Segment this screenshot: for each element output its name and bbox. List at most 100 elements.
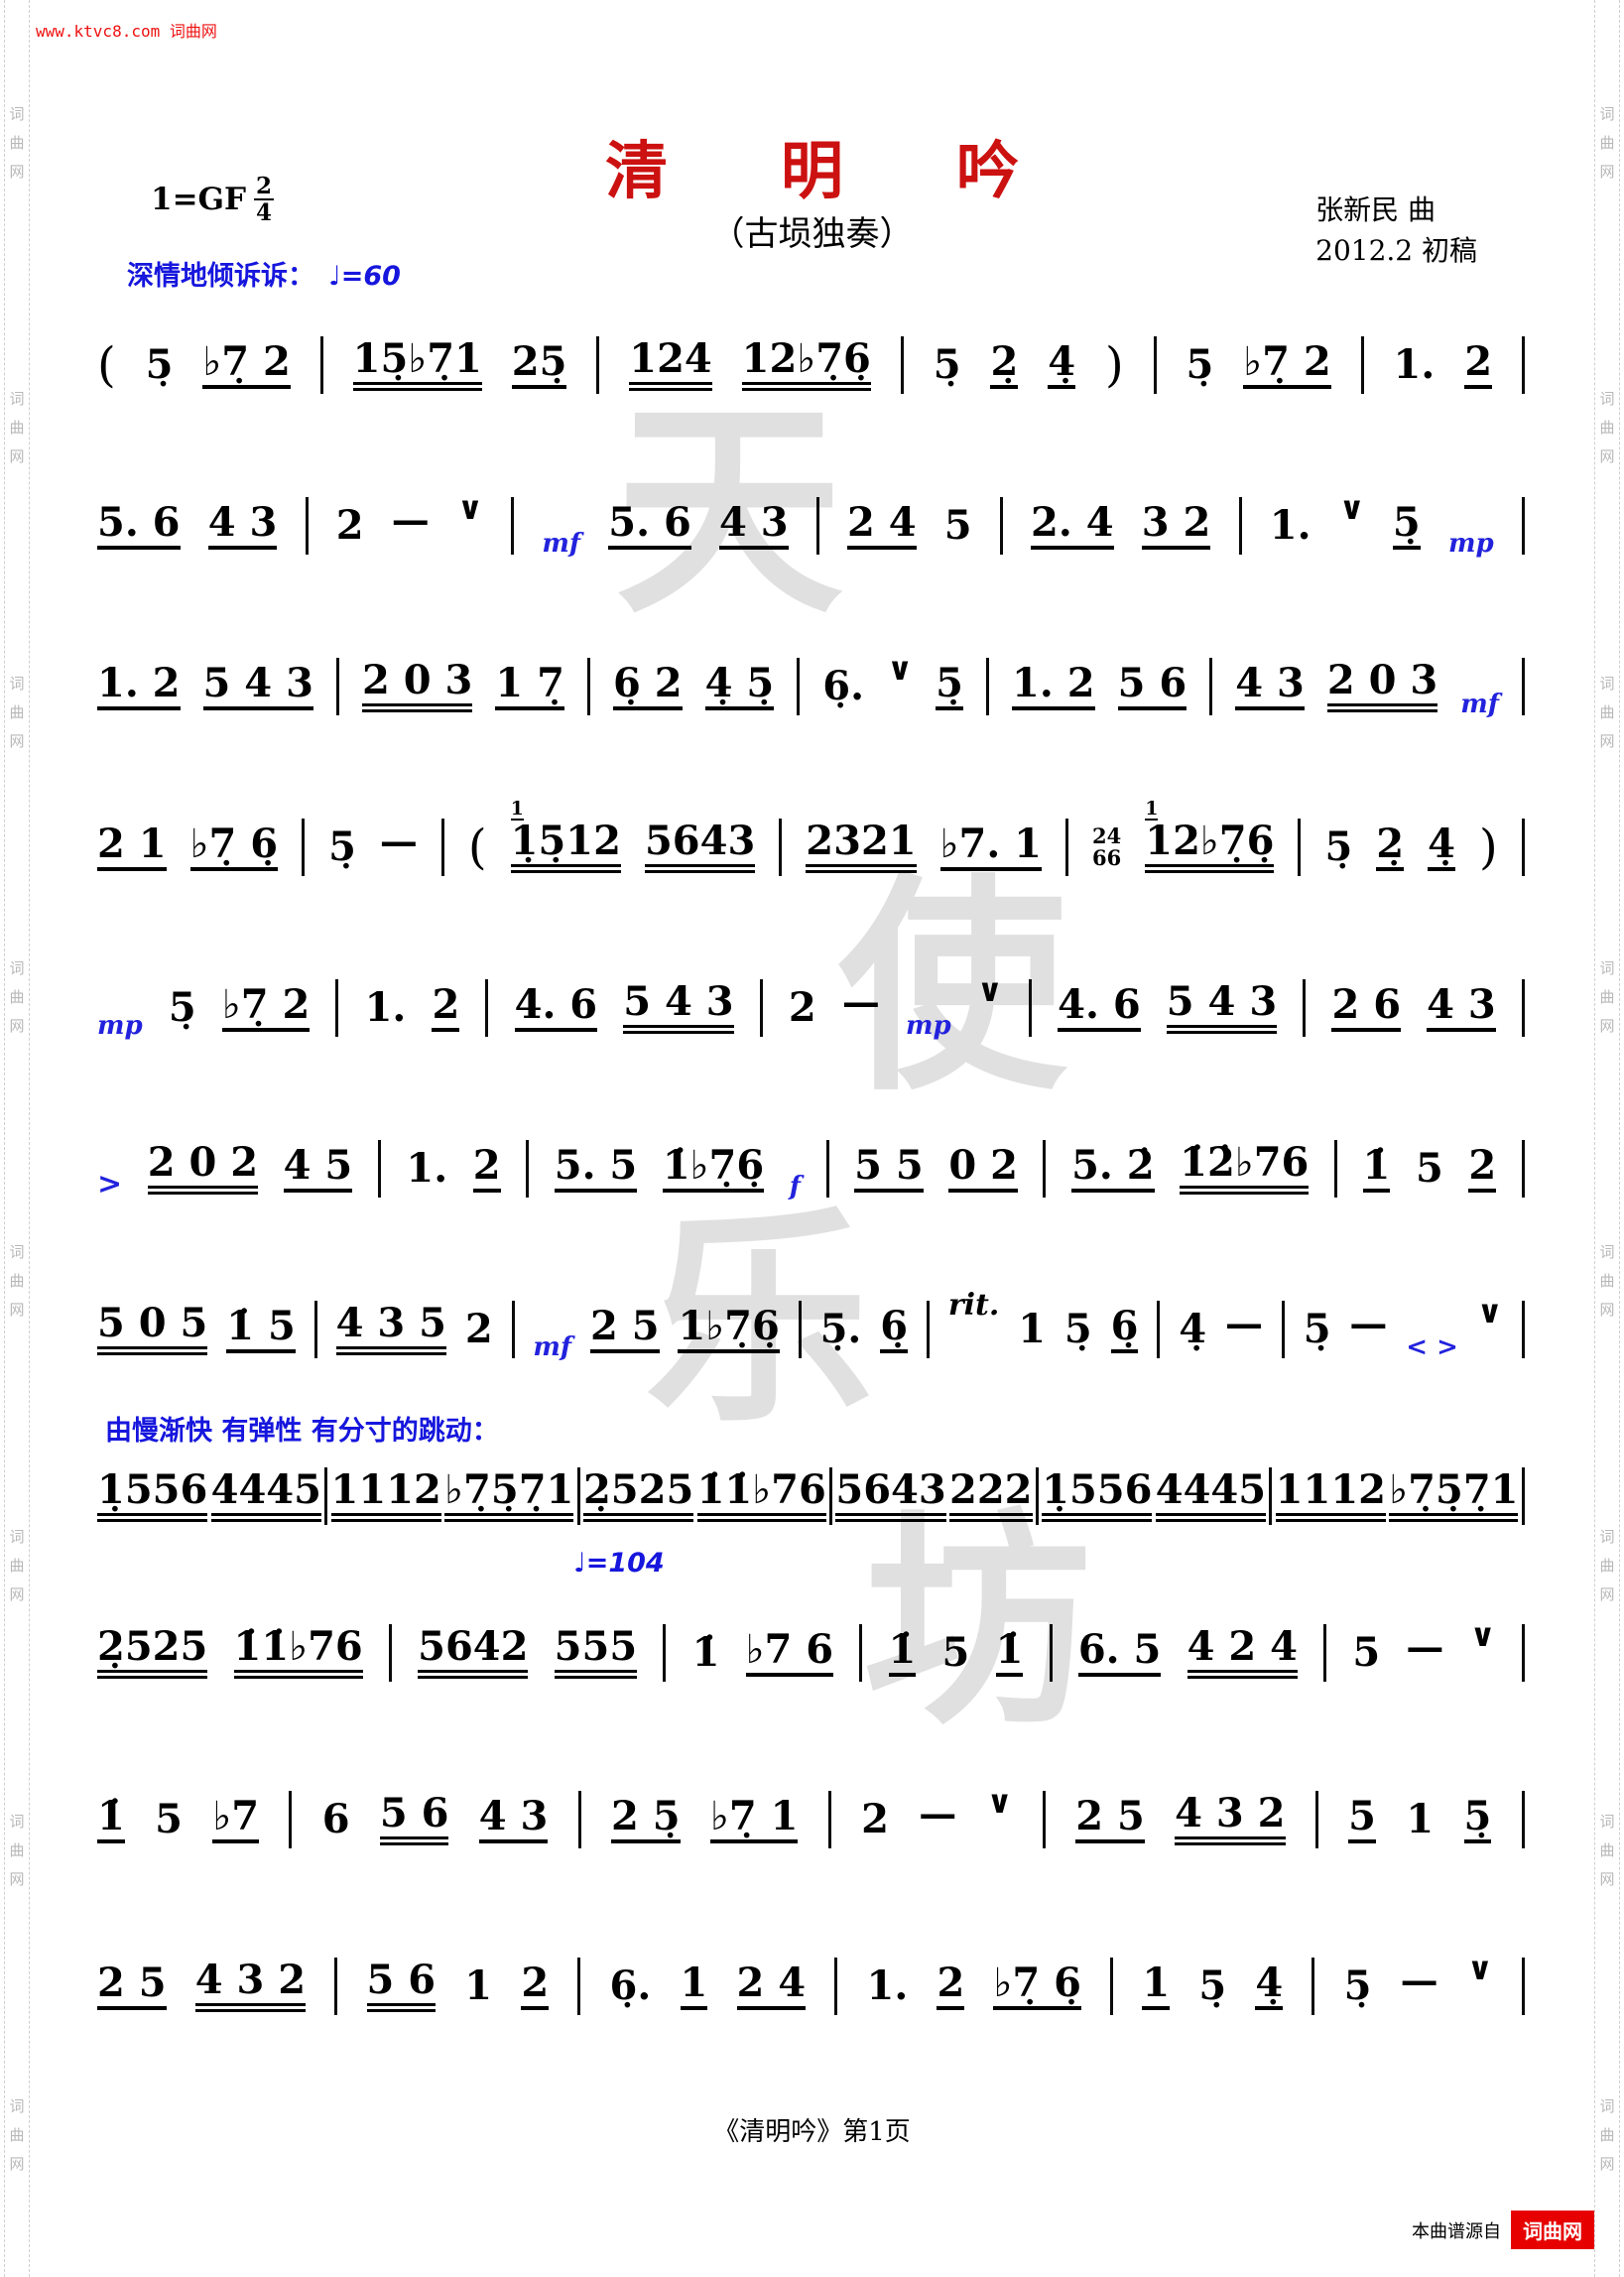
note-group: 6̣.	[609, 1962, 652, 2009]
side-watermark-char: 曲	[9, 1841, 25, 1860]
note-group: ♭7̣5̣7̣1	[444, 1470, 574, 1522]
note-group: 4. 6	[514, 984, 598, 1032]
side-watermark-char: 词	[9, 1243, 25, 1262]
barline	[797, 658, 801, 715]
side-watermark-char: 曲	[1599, 1272, 1615, 1291]
note-group: 2	[432, 984, 460, 1032]
note-group: 2̣525	[582, 1470, 694, 1522]
note-group: 1̣556	[1042, 1470, 1153, 1522]
side-watermark-group: 词曲网	[9, 103, 24, 182]
note-group: 6̣.	[822, 663, 865, 709]
music-system-5: mp 5̣ ♭7̣ 2 1. 2 4. 6 5 4 3 2 — mp ∨ 4. 6 5 4 3 2 6 4 …	[97, 970, 1525, 1046]
draft-date: 2012.2 初稿	[1315, 233, 1477, 267]
barline	[1521, 1467, 1525, 1525]
barline	[511, 497, 515, 555]
chord-note: 66	[1092, 845, 1122, 870]
side-watermark-char: 曲	[1599, 987, 1615, 1006]
note-group: 1.	[406, 1145, 448, 1192]
note-group: 1̇2̇♭76	[1180, 1143, 1310, 1195]
side-watermark-char: 曲	[9, 1557, 25, 1576]
parenthesis: (	[97, 337, 116, 393]
sustain-dash: —	[919, 1791, 957, 1835]
key-label: 1=GF	[151, 182, 247, 217]
note-group: 1̇	[1362, 1145, 1391, 1193]
note-group: 4 3	[1427, 984, 1496, 1032]
side-watermark-char: 词	[9, 389, 25, 408]
side-watermark-group: 词曲网	[1599, 388, 1614, 466]
note-group: 222	[949, 1470, 1033, 1522]
side-watermark-group: 词曲网	[9, 2095, 24, 2174]
note-group: 5̣	[1463, 1796, 1492, 1843]
note-group: 6. 5	[1077, 1629, 1162, 1677]
barline	[1281, 1301, 1285, 1358]
side-watermark-char: 网	[9, 1870, 25, 1889]
side-watermark-char: 词	[1599, 674, 1615, 693]
note-group: 4̣	[1179, 1306, 1207, 1352]
rit-mark: rit.	[947, 1288, 1000, 1323]
note-group: 5642	[418, 1627, 529, 1679]
barline	[900, 336, 904, 394]
side-watermark-group: 词曲网	[9, 1811, 24, 1889]
barline	[1043, 1140, 1047, 1198]
side-watermark-group: 词曲网	[1599, 957, 1614, 1036]
note-group: 2321	[806, 822, 917, 873]
parenthesis: (	[467, 820, 487, 875]
breath-mark: ∨	[986, 1783, 1013, 1821]
barline	[815, 497, 819, 555]
note-group: 4̣ 5̣	[704, 663, 775, 710]
expression-mark: 深情地倾诉诉： ♩=60	[127, 254, 401, 293]
barline	[859, 1624, 863, 1682]
barline	[1521, 1624, 1525, 1682]
side-watermark-char: 曲	[9, 418, 25, 437]
barline	[798, 1301, 802, 1358]
barline	[1312, 1958, 1315, 2015]
side-watermark-char: 词	[1599, 1813, 1615, 1832]
note-group: 2	[521, 1962, 550, 2010]
note-group: 2	[335, 502, 364, 549]
note-group: 5̣	[933, 341, 961, 388]
note-group: 2	[464, 1306, 493, 1352]
watermark-char: 乐	[645, 1186, 874, 1454]
dynamic-mark: mp	[906, 1011, 951, 1041]
note-group: 5̣	[328, 823, 356, 870]
barline	[511, 1301, 515, 1358]
sustain-dash: —	[1406, 1624, 1444, 1669]
note-group: ♭7̣ 2	[221, 984, 311, 1032]
sustain-dash: —	[1349, 1301, 1388, 1345]
note-group: 1112	[330, 1470, 441, 1522]
side-watermark-char: 网	[9, 1585, 25, 1604]
note-group: 15̣♭7̣1	[352, 339, 482, 391]
note-group: 1̇	[97, 1796, 125, 1843]
note-group: ♭7̣5̣7̣1	[1389, 1470, 1519, 1522]
breath-mark: ∨	[456, 489, 483, 527]
note-group: 1̇1̇♭76	[233, 1627, 363, 1679]
side-watermark-char: 曲	[1599, 133, 1615, 152]
barline	[1314, 1791, 1318, 1848]
note-group: 4̣	[1048, 341, 1076, 389]
note-group: 1112	[1275, 1470, 1386, 1522]
dynamic-mark: mp	[97, 1011, 143, 1041]
note-group: 5. 2̇	[1071, 1145, 1155, 1193]
barline	[1521, 1301, 1525, 1358]
barline	[377, 1140, 381, 1198]
time-signature: 2 4	[254, 175, 275, 224]
barline	[577, 1958, 581, 2015]
sustain-dash: —	[379, 819, 418, 863]
barline	[1303, 979, 1307, 1037]
grace-note: 1	[1145, 798, 1159, 821]
side-watermark-char: 曲	[1599, 1841, 1615, 1860]
note-group: 5̣	[1186, 341, 1214, 388]
note-group: ♭7. 1	[939, 823, 1043, 871]
side-watermark-char: 曲	[1599, 418, 1615, 437]
note-group: 3 2	[1141, 502, 1211, 550]
note-group: 2. 4	[1031, 502, 1114, 550]
barline	[825, 1140, 829, 1198]
note-group: 1.	[866, 1962, 909, 2009]
side-watermark-char: 网	[9, 1301, 25, 1320]
expression-text: 深情地倾诉诉：	[127, 261, 314, 292]
note-group: ♭7̣ 2	[1243, 341, 1331, 389]
note-group: 4 3	[718, 502, 789, 550]
barline	[1521, 658, 1525, 715]
barline	[985, 658, 989, 715]
note-group: 1. 2	[97, 663, 181, 710]
